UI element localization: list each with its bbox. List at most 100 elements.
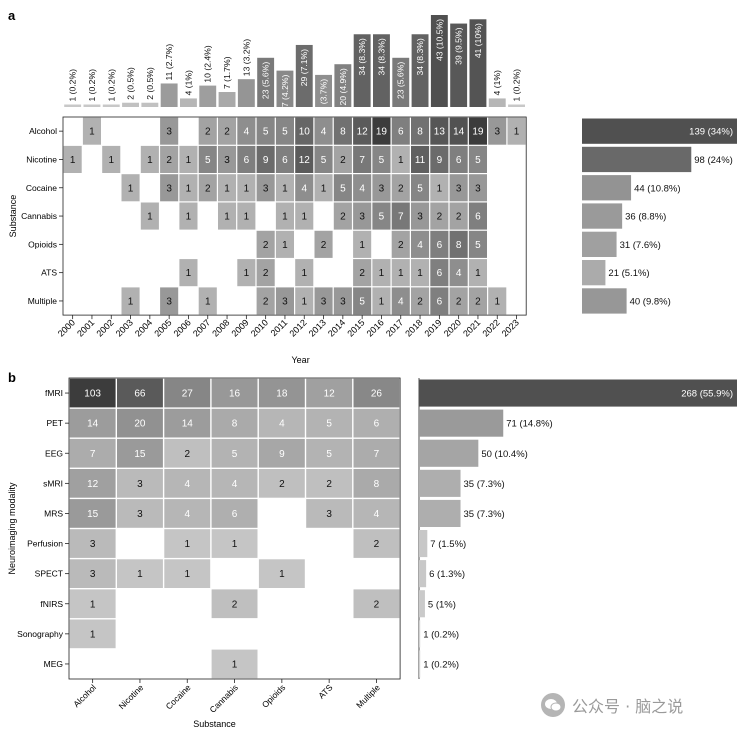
- cell-value: 1: [186, 183, 192, 194]
- cell-value: 1: [301, 268, 307, 279]
- cell-value: 1: [184, 569, 190, 580]
- heatmap-cell: [211, 378, 258, 408]
- heatmap-cell: [333, 202, 352, 230]
- cell-value: 1: [282, 240, 288, 251]
- year-total-bar: [160, 83, 178, 107]
- modality-label: SPECT: [35, 569, 63, 579]
- heatmap-cell: [391, 230, 410, 258]
- cell-value: 6: [398, 127, 404, 138]
- substance-label: Cannabis: [21, 211, 57, 221]
- cell-value: 2: [340, 212, 346, 223]
- heatmap-cell: [256, 287, 275, 315]
- cell-value: 1: [279, 569, 285, 580]
- substance-label: Opioids: [28, 239, 57, 249]
- heatmap-cell: [164, 378, 211, 408]
- x-axis-title: Substance: [193, 719, 236, 729]
- year-total-label: 41 (10%): [473, 23, 483, 58]
- cell-value: 3: [326, 509, 332, 520]
- heatmap-cell: [314, 287, 333, 315]
- year-total-label: 11 (2.7%): [164, 44, 174, 81]
- cell-value: 3: [166, 183, 172, 194]
- cell-value: 4: [244, 127, 250, 138]
- modality-total-bar: [419, 409, 504, 437]
- year-total-label: 34 (8.3%): [376, 38, 386, 75]
- substance-total-label: 31 (7.6%): [620, 240, 661, 251]
- heatmap-cell: [295, 259, 314, 287]
- cell-value: 1: [301, 212, 307, 223]
- cell-value: 2: [224, 127, 230, 138]
- substance-tick-label: Cannabis: [207, 682, 239, 714]
- cell-value: 1: [90, 629, 96, 640]
- cell-value: 18: [276, 389, 288, 400]
- heatmap-cell: [314, 117, 333, 145]
- heatmap-cell: [353, 259, 372, 287]
- heatmap-cell: [237, 145, 256, 173]
- substance-total-bar: [582, 146, 692, 173]
- cell-value: 1: [147, 212, 153, 223]
- heatmap-cell: [306, 499, 353, 528]
- heatmap-cell: [218, 174, 237, 202]
- cell-value: 6: [437, 240, 443, 251]
- year-total-bar: [295, 44, 313, 107]
- cell-value: 5: [263, 127, 269, 138]
- heatmap-cell: [117, 499, 163, 528]
- heatmap-cell: [256, 174, 275, 202]
- heatmap-cell: [468, 174, 487, 202]
- heatmap-cell: [449, 230, 468, 258]
- year-tick-label: 2019: [423, 317, 444, 338]
- heatmap-cell: [211, 649, 258, 679]
- heatmap-cell: [372, 145, 391, 173]
- watermark: 公众号 · 脑之说: [540, 690, 730, 720]
- cell-value: 19: [376, 127, 388, 138]
- heatmap-cell: [333, 117, 352, 145]
- modality-total-bar: [419, 620, 421, 648]
- cell-value: 3: [494, 127, 500, 138]
- heatmap-cell: [295, 117, 314, 145]
- substance-tick-label: Opioids: [260, 682, 287, 709]
- heatmap-cell: [430, 259, 449, 287]
- cell-value: 1: [224, 183, 230, 194]
- year-total-label: 34 (8.3%): [415, 38, 425, 75]
- cell-value: 6: [456, 155, 462, 166]
- heatmap-cell: [258, 469, 305, 498]
- heatmap-cell: [164, 438, 211, 468]
- heatmap-cell: [353, 408, 400, 438]
- year-total-bar: [488, 98, 506, 107]
- heatmap-cell: [468, 287, 487, 315]
- cell-value: 5: [205, 155, 211, 166]
- year-total-bar: [430, 15, 448, 107]
- heatmap-cell: [69, 438, 116, 468]
- heatmap-cell: [391, 174, 410, 202]
- modality-total-bar: [419, 650, 421, 678]
- year-tick-label: 2015: [345, 317, 366, 338]
- wechat-logo-icon: [541, 693, 565, 717]
- modality-total-label: 7 (1.5%): [430, 539, 466, 550]
- heatmap-cell: [468, 230, 487, 258]
- year-tick-label: 2016: [365, 317, 386, 338]
- year-total-bar: [180, 98, 197, 107]
- year-total-bar: [450, 23, 468, 108]
- year-tick-label: 2001: [75, 317, 96, 338]
- cell-value: 5: [321, 155, 327, 166]
- heatmap-cell: [468, 117, 487, 145]
- cell-value: 11: [415, 155, 426, 166]
- heatmap-cell: [306, 438, 353, 468]
- modality-total-label: 1 (0.2%): [423, 629, 459, 640]
- heatmap-cell: [430, 145, 449, 173]
- cell-value: 1: [90, 599, 96, 610]
- heatmap-cell: [411, 259, 430, 287]
- y-axis-title: Neuroimaging modality: [7, 482, 17, 575]
- substance-tick-label: Nicotine: [117, 682, 146, 711]
- year-tick-label: 2020: [442, 317, 463, 338]
- heatmap-cell: [314, 145, 333, 173]
- cell-value: 6: [244, 155, 250, 166]
- cell-value: 10: [299, 127, 311, 138]
- cell-value: 9: [437, 155, 443, 166]
- year-tick-label: 2009: [230, 317, 251, 338]
- heatmap-cell: [69, 378, 116, 408]
- year-total-label: 10 (2.4%): [203, 45, 213, 82]
- year-total-bar: [373, 34, 390, 107]
- cell-value: 14: [182, 419, 194, 430]
- heatmap-cell: [198, 117, 217, 145]
- year-total-label: 1 (0.2%): [512, 69, 522, 102]
